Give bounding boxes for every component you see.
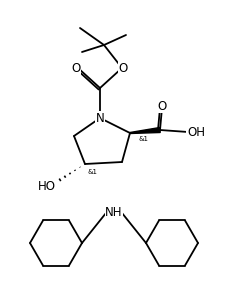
- Text: O: O: [157, 100, 166, 113]
- Text: OH: OH: [186, 125, 204, 139]
- Text: &1: &1: [88, 169, 98, 175]
- Text: NH: NH: [105, 207, 122, 219]
- Text: HO: HO: [38, 180, 56, 193]
- Text: O: O: [118, 62, 127, 74]
- Polygon shape: [129, 127, 160, 134]
- Text: N: N: [95, 112, 104, 125]
- Text: O: O: [71, 62, 80, 74]
- Text: &1: &1: [138, 136, 148, 142]
